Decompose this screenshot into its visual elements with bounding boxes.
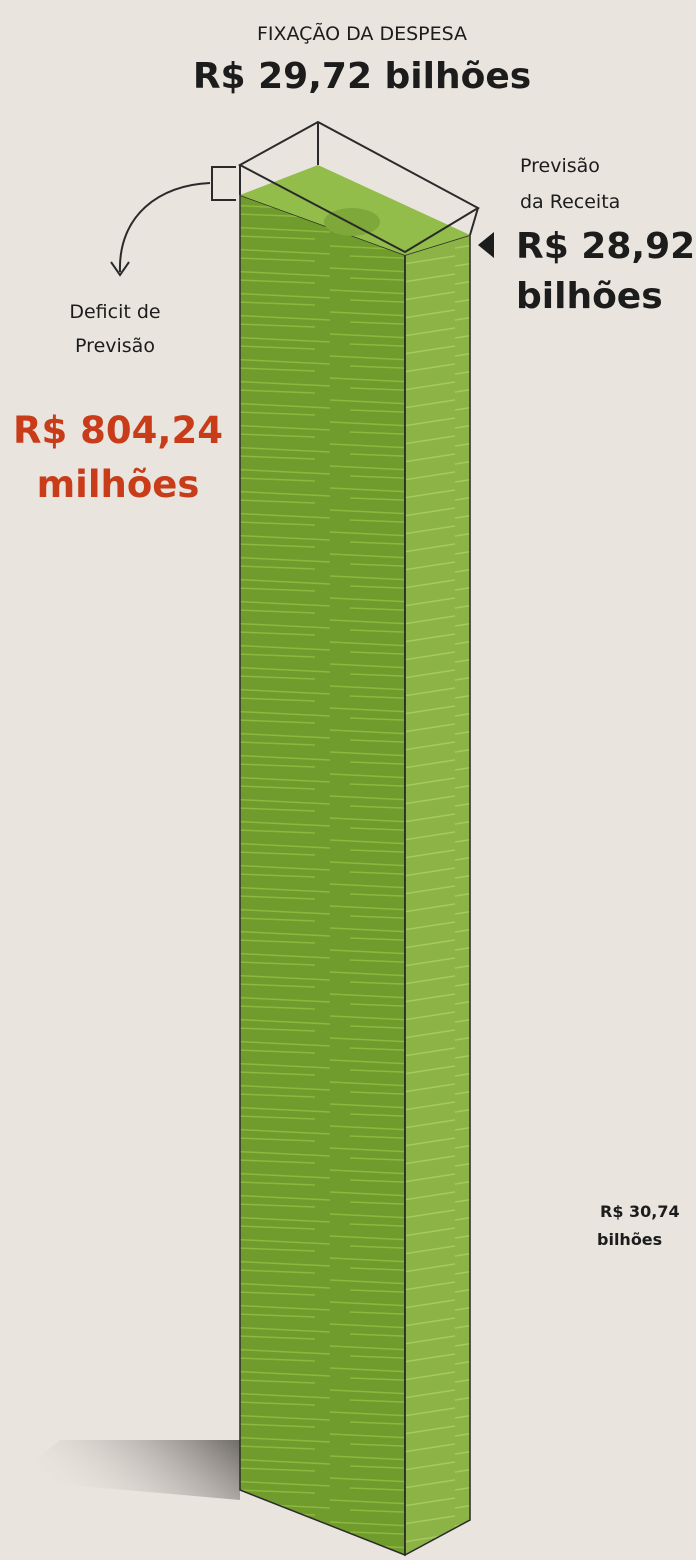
stack-side xyxy=(404,233,471,1557)
arrow-head xyxy=(110,261,130,277)
receita-label: da Receita xyxy=(520,191,620,213)
bracket xyxy=(211,166,236,201)
arrow xyxy=(118,182,211,273)
deficit-value: milhões xyxy=(37,463,200,506)
stack-front xyxy=(239,193,406,1557)
deficit-label: Previsão xyxy=(75,335,155,357)
deficit-label: Deficit de xyxy=(69,301,160,323)
deficit-value: R$ 804,24 xyxy=(13,409,223,452)
receita-value: bilhões xyxy=(516,276,663,317)
header-value: R$ 29,72 bilhões xyxy=(193,56,531,97)
side-note: R$ 30,74 xyxy=(600,1202,680,1221)
expense-box xyxy=(237,120,481,254)
side-note: bilhões xyxy=(597,1230,662,1249)
marker xyxy=(478,232,494,258)
shadow xyxy=(10,1440,240,1500)
receita-label: Previsão xyxy=(520,155,600,177)
receita-value: R$ 28,92 xyxy=(516,226,695,267)
header-label: FIXAÇÃO DA DESPESA xyxy=(257,22,467,45)
bill-seal xyxy=(324,208,380,236)
